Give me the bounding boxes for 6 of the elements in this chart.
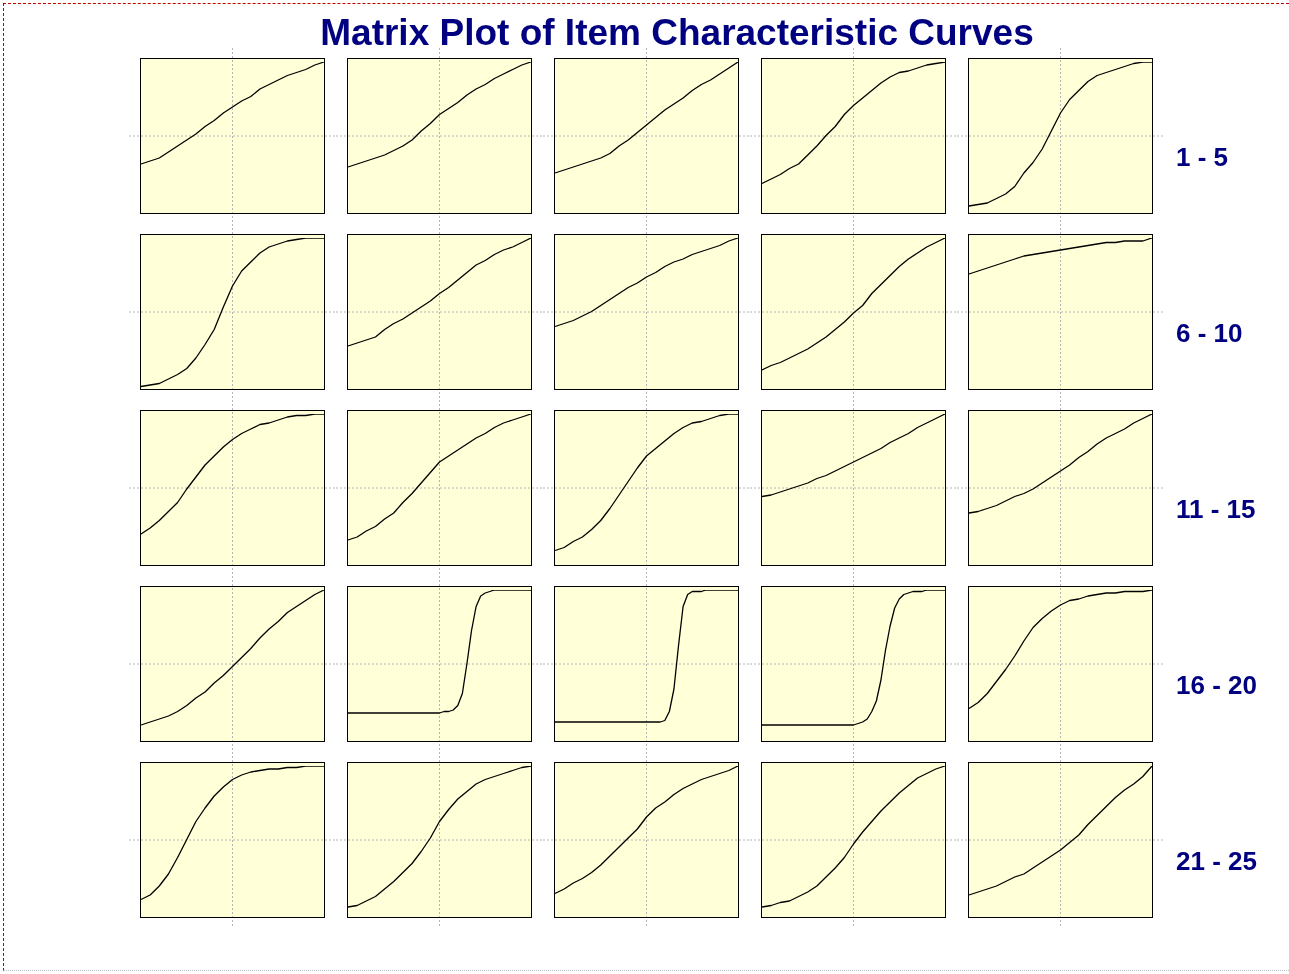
text: 1 - 5 xyxy=(1176,142,1229,172)
text: 6 - 10 xyxy=(1176,318,1243,348)
text: 11 - 15 xyxy=(1176,494,1256,524)
chart-title: Matrix Plot of Item Characteristic Curves xyxy=(320,12,1034,53)
text: 21 - 25 xyxy=(1176,846,1257,876)
text: 16 - 20 xyxy=(1176,670,1257,700)
